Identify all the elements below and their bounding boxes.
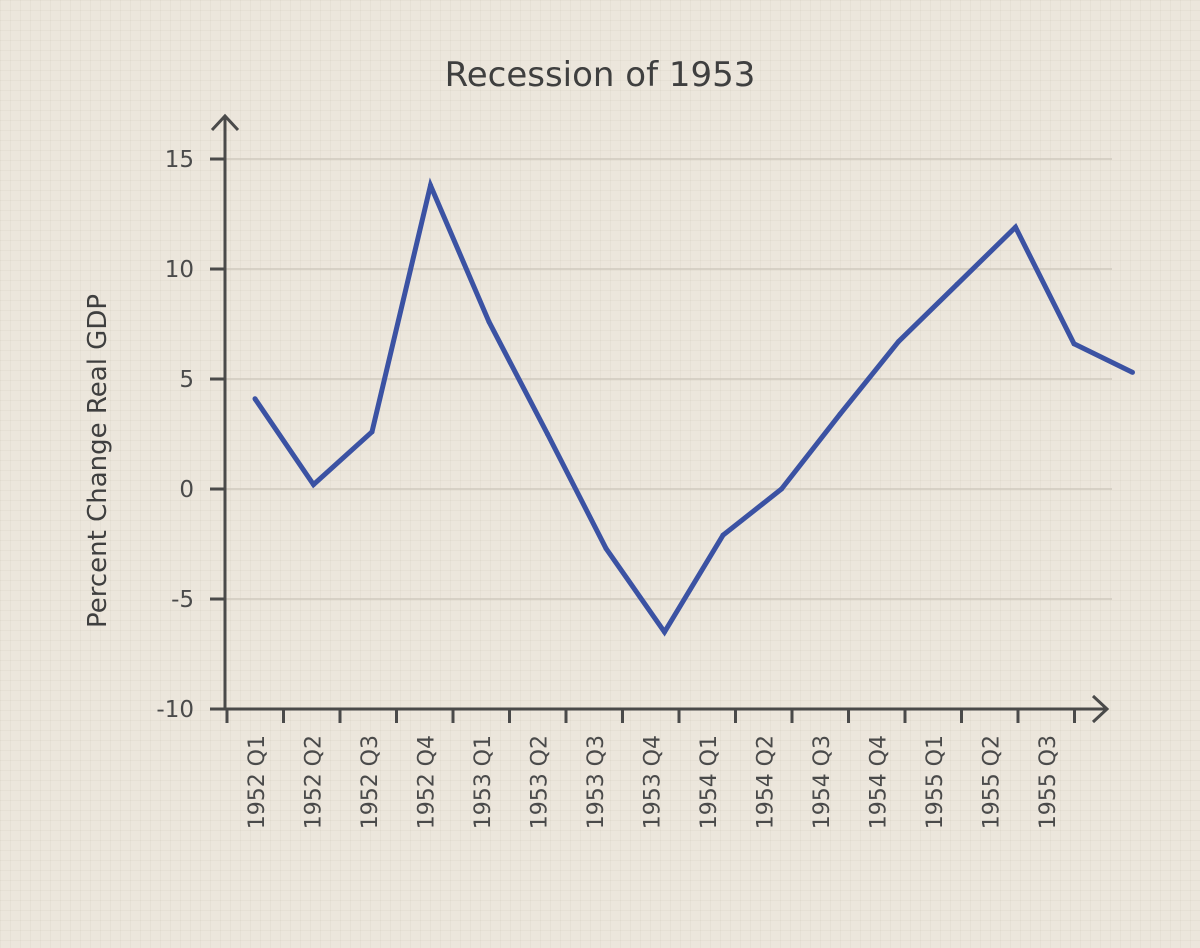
- x-tick-label: 1955 Q1: [923, 735, 948, 829]
- x-axis-arrow: [1091, 694, 1110, 724]
- data-point: [252, 396, 258, 402]
- x-tick-label: 1952 Q2: [302, 735, 327, 829]
- data-point: [837, 411, 843, 417]
- x-tick-label: 1954 Q4: [867, 735, 892, 829]
- data-point: [954, 281, 960, 287]
- data-point: [428, 182, 433, 188]
- x-tick-label: 1952 Q3: [358, 735, 383, 829]
- data-point: [779, 486, 784, 492]
- y-tick-label: 0: [179, 477, 194, 503]
- x-tick-label: 1952 Q4: [415, 735, 440, 829]
- data-point: [1013, 224, 1018, 230]
- y-axis-label: Percent Change Real GDP: [83, 294, 113, 628]
- y-tick-label: 10: [165, 257, 194, 283]
- y-tick-label: 5: [179, 367, 194, 393]
- x-tick-label: 1954 Q3: [810, 735, 835, 829]
- axes: [210, 113, 1110, 724]
- data-point: [896, 339, 901, 345]
- x-ticks: 1952 Q1 1952 Q2 1952 Q3 1952 Q4 1953 Q1 1953 …: [225, 709, 1076, 829]
- x-tick-label: 1953 Q3: [584, 735, 609, 829]
- x-tick-label: 1954 Q2: [754, 735, 779, 829]
- data-point: [369, 429, 375, 435]
- series-group: [252, 177, 1135, 637]
- x-tick-label: 1953 Q4: [641, 735, 666, 829]
- data-point: [1130, 369, 1135, 375]
- x-tick-label: 1953 Q2: [528, 735, 553, 829]
- data-point: [1071, 341, 1077, 347]
- x-tick-label: 1954 Q1: [697, 735, 722, 829]
- y-tick-label: 15: [165, 147, 194, 173]
- series-line: [252, 177, 1134, 637]
- x-tick-label: 1953 Q1: [471, 735, 496, 829]
- y-tick-label: -5: [171, 587, 194, 613]
- data-point: [486, 319, 492, 325]
- data-point: [603, 545, 609, 551]
- x-tick-label: 1952 Q1: [245, 735, 270, 829]
- y-ticks: 15 10 5 0 -5 -10: [156, 147, 225, 723]
- gridlines: [225, 158, 1112, 600]
- y-tick-label: -10: [156, 697, 194, 723]
- chart-title: Recession of 1953: [445, 55, 756, 95]
- data-point: [545, 431, 550, 437]
- x-tick-label: 1955 Q3: [1036, 735, 1061, 829]
- x-tick-label: 1955 Q2: [980, 735, 1005, 829]
- data-point: [311, 482, 316, 488]
- data-point: [720, 532, 726, 538]
- y-axis-arrow: [210, 113, 240, 132]
- data-point: [662, 629, 667, 635]
